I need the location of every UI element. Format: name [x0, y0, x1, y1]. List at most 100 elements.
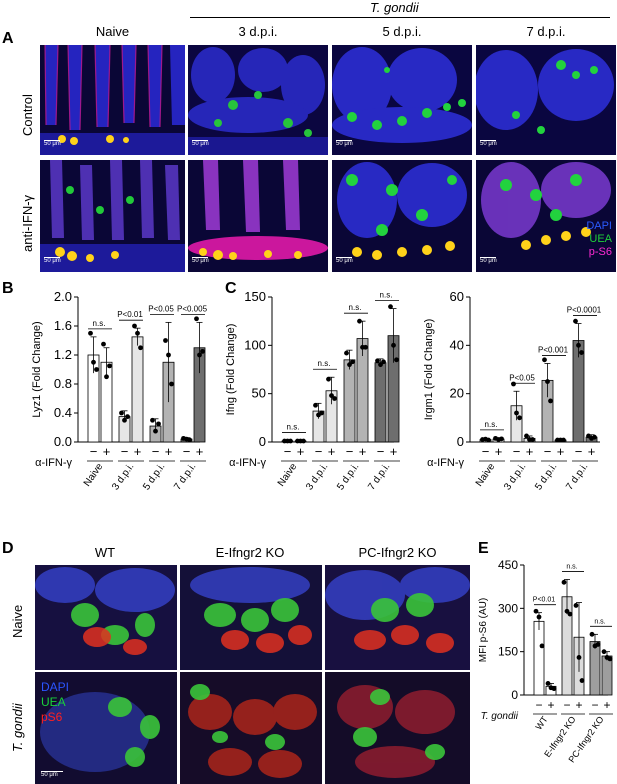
lyz1-category-label: 7 d.p.i. [172, 461, 198, 492]
d-row-head-naive: Naive [10, 604, 25, 638]
mfi-point [561, 579, 567, 585]
ifng-point [313, 402, 318, 408]
lyz1-treatment-sign: + [103, 444, 111, 459]
micrograph-d-naive-wt-img [35, 565, 177, 670]
lyz1-treatment-sign: + [165, 444, 173, 459]
ifng-category-label: 7 d.p.i. [366, 461, 392, 492]
ifng-treatment-sign: − [284, 444, 292, 459]
lyz1-category-label: 5 d.p.i. [141, 461, 167, 492]
mfi-treatment-sign: + [603, 698, 610, 712]
ifng-sig-label: n.s. [318, 359, 331, 368]
irgm1-sig-label: P<0.0001 [567, 306, 602, 315]
ifng-point [381, 359, 386, 365]
lyz1-sig-label: P<0.01 [117, 310, 143, 319]
ifng-point [391, 342, 396, 348]
scale-label: 50 μm [192, 258, 209, 264]
irgm1-point [579, 350, 584, 355]
micrograph-a-antiifng-naive-img [40, 160, 185, 272]
lyz1-point [169, 381, 174, 387]
mfi-category-label: WT [533, 714, 550, 732]
panel-d-letter: D [2, 540, 14, 557]
lyz1-point [200, 348, 205, 354]
irgm1-category-label: 7 d.p.i. [564, 461, 590, 492]
ifng-ylabel: Ifng (Fold Change) [225, 324, 237, 416]
micrograph-a-antiifng-naive: 50 μm [40, 160, 185, 272]
mfi-treatment-sign: − [535, 698, 542, 712]
irgm1-category-label: 5 d.p.i. [533, 461, 559, 492]
micrograph-a-control-naive-img [40, 45, 185, 155]
lyz1-sig-label: n.s. [93, 319, 106, 328]
scale-label: 50 μm [44, 258, 61, 264]
lyz1-category-label: 3 d.p.i. [110, 461, 136, 492]
chart-lyz1: 0.0 0.4 0.8 1.2 1.6 2.0 Lyz1 (Fold Change) n.s.… [31, 289, 208, 492]
col-head-3dpi: 3 d.p.i. [238, 24, 278, 39]
irgm1-treatment-sign: + [588, 444, 596, 459]
micrograph-d-naive-pcko [325, 565, 470, 670]
irgm1-point [592, 434, 597, 440]
lyz1-point [187, 437, 192, 443]
mfi-treatment-sign: + [547, 698, 554, 712]
panel-b-letter: B [2, 280, 14, 297]
irgm1-treatment-sign: − [544, 444, 552, 459]
d-legend-ps6: pS6 [41, 710, 63, 724]
ifng-treatment-sign: − [346, 444, 354, 459]
ifng-point [375, 358, 380, 364]
ifng-sig-label: n.s. [380, 291, 393, 300]
legend-dapi: DAPI [586, 220, 612, 232]
col-head-naive: Naive [95, 24, 130, 39]
micrograph-a-control-3dpi: 50 μm [188, 45, 328, 155]
irgm1-point [573, 318, 578, 324]
lyz1-treatment-sign: + [134, 444, 142, 459]
lyz1-treatment-sign: − [90, 444, 98, 459]
irgm1-treatment-sign: − [513, 444, 521, 459]
mfi-treatment-sign: − [591, 698, 598, 712]
irgm1-point [530, 437, 535, 442]
panel-a-letter: A [2, 30, 14, 47]
d-col-head-wt: WT [94, 545, 116, 560]
mfi-point [607, 656, 613, 662]
ifng-ytick-label: 50 [252, 386, 266, 401]
irgm1-treatment-sign: − [575, 444, 583, 459]
ifng-treatment-sign: + [390, 444, 398, 459]
scale-label: 50 μm [480, 258, 497, 264]
irgm1-point [545, 379, 550, 384]
lyz1-point [163, 338, 168, 343]
lyz1-point [138, 345, 143, 351]
lyz1-treatment-label: α-IFN-γ [35, 457, 72, 469]
irgm1-point [499, 436, 504, 442]
micrograph-d-tgondii-wt-img [35, 672, 177, 784]
ifng-point [378, 362, 383, 368]
lyz1-bar [131, 336, 144, 443]
lyz1-sig-label: P<0.005 [177, 304, 208, 313]
ifng-point [326, 376, 331, 382]
irgm1-point [542, 357, 547, 363]
lyz1-point [91, 359, 96, 365]
ifng-ytick-label: 100 [244, 337, 266, 352]
ifng-ytick-label: 150 [244, 289, 266, 304]
lyz1-ytick-label: 1.2 [54, 347, 72, 362]
irgm1-point [524, 433, 529, 439]
lyz1-ytick-label: 0.0 [54, 434, 72, 449]
mfi-sig-label: P<0.01 [533, 597, 555, 604]
lyz1-ytick-label: 2.0 [54, 289, 72, 304]
micrograph-a-control-5dpi: 50 μm [332, 45, 472, 155]
ifng-point [288, 438, 293, 444]
mfi-point [545, 681, 551, 686]
lyz1-point [125, 414, 130, 420]
mfi-treatment-sign: − [563, 698, 570, 712]
micrograph-a-antiifng-3dpi-img [188, 160, 328, 272]
tgondii-group-label: T. gondii [370, 0, 419, 15]
irgm1-treatment-sign: + [557, 444, 565, 459]
mfi-ylabel: MFI p-S6 (AU) [478, 598, 489, 662]
irgm1-ytick-label: 0 [457, 434, 464, 449]
ifng-treatment-sign: + [328, 444, 336, 459]
lyz1-point [104, 374, 109, 380]
scale-label: 50 μm [336, 258, 353, 264]
d-col-head-e-ko: E-Ifngr2 KO [215, 545, 285, 560]
ifng-treatment-sign: + [359, 444, 367, 459]
d-row-head-tgondii: T. gondii [10, 703, 25, 752]
irgm1-treatment-label: α-IFN-γ [427, 457, 464, 469]
